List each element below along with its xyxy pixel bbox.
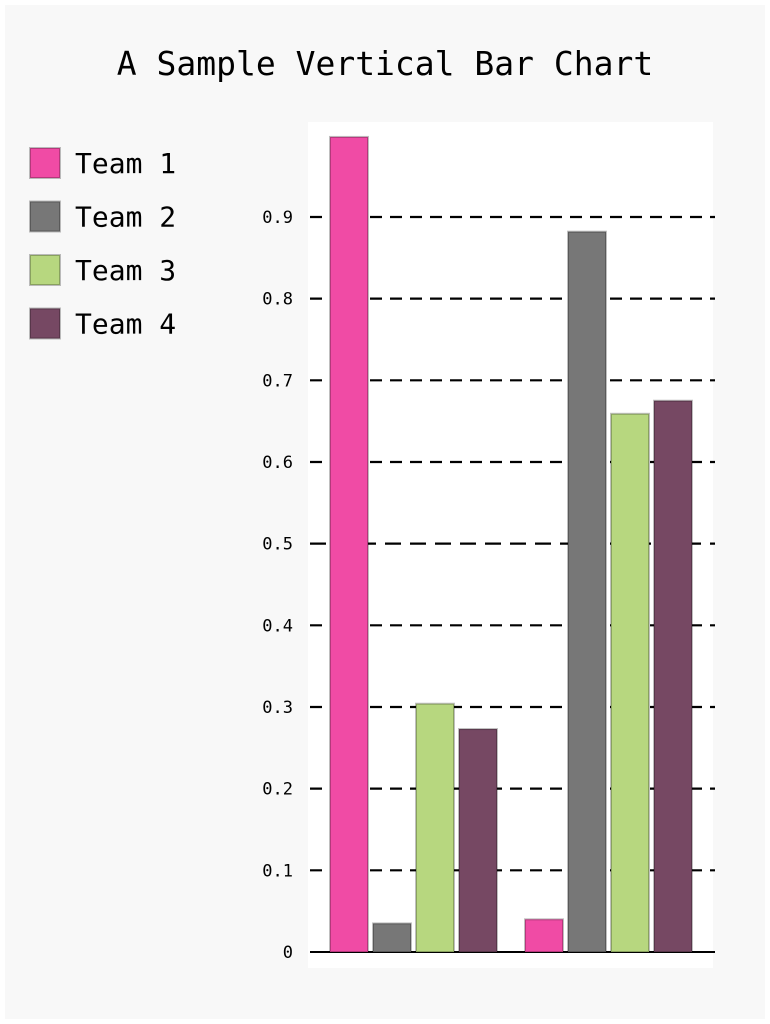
legend-swatch: [29, 147, 61, 179]
y-tick-label: 0.5: [262, 535, 293, 555]
legend-label: Team 3: [75, 254, 176, 287]
bar-team-2[interactable]: [372, 922, 412, 954]
y-tick-label: 0.3: [262, 698, 293, 718]
legend-label: Team 2: [75, 201, 176, 234]
legend-label: Team 4: [75, 308, 176, 341]
legend-label: Team 1: [75, 147, 176, 180]
legend-item[interactable]: Team 2: [29, 200, 176, 234]
y-tick-label: 0.2: [262, 780, 293, 800]
bar-team-4[interactable]: [653, 399, 693, 954]
y-tick-label: 0.4: [262, 616, 293, 636]
y-tick-label: 0.7: [262, 371, 293, 391]
bar-team-2[interactable]: [567, 230, 607, 953]
legend-swatch: [29, 254, 61, 286]
bar-team-1[interactable]: [524, 918, 564, 953]
legend-item[interactable]: Team 1: [29, 147, 176, 180]
bar-team-3[interactable]: [610, 412, 650, 954]
chart-container: A Sample Vertical Bar Chart 0 0.1 0.2 0.3 0.…: [5, 5, 765, 1019]
legend-swatch: [29, 200, 61, 233]
chart-title: A Sample Vertical Bar Chart: [117, 44, 653, 83]
y-tick-label: 0.6: [262, 453, 293, 473]
y-tick-label: 0.8: [262, 290, 293, 310]
y-tick-label: 0: [283, 943, 293, 963]
legend-item[interactable]: Team 3: [29, 254, 176, 287]
bar-team-4[interactable]: [458, 728, 498, 953]
bar-team-1[interactable]: [329, 135, 369, 953]
y-tick-label: 0.1: [262, 861, 293, 881]
legend-item[interactable]: Team 4: [29, 307, 176, 341]
y-tick-label: 0.9: [262, 208, 293, 228]
bar-team-3[interactable]: [415, 702, 455, 953]
bar-chart: A Sample Vertical Bar Chart 0 0.1 0.2 0.3 0.…: [29, 44, 715, 968]
legend-swatch: [29, 307, 61, 340]
